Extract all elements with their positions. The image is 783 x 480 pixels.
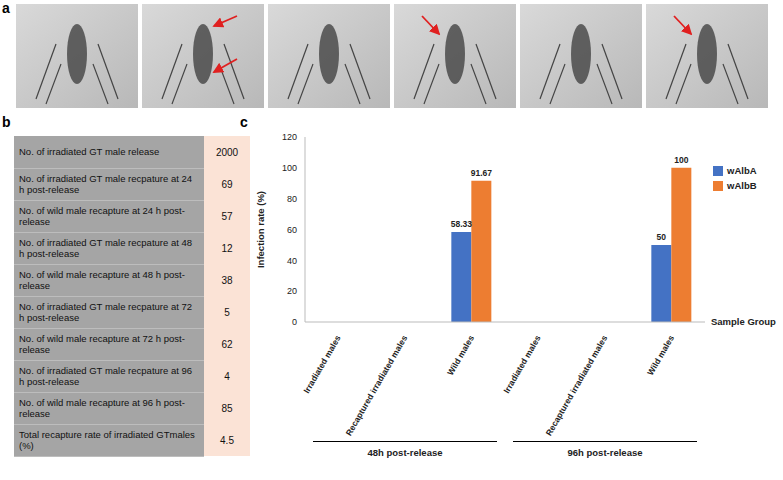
svg-text:100: 100 (674, 155, 688, 165)
html-text:No. of irradiated GT male recp: No. of irradiated GT male recpature at 2… (19, 173, 192, 195)
svg-text:91.67: 91.67 (471, 168, 493, 178)
html-text:85: 85 (221, 402, 233, 414)
svg-text:60: 60 (287, 225, 297, 235)
svg-text:80: 80 (287, 194, 297, 204)
html-text:c: c (240, 114, 248, 130)
html-text:38: 38 (221, 274, 233, 286)
html-text:No. of wild male recapture at: No. of wild male recapture at 48 h post-… (19, 269, 185, 291)
html-text:4: 4 (224, 370, 230, 382)
html-text:Total recapture rate of irradi: Total recapture rate of irradiated GTmal… (19, 429, 195, 451)
svg-text:Irradiated males: Irradiated males (301, 333, 342, 395)
html-text:Sample Group: Sample Group (711, 316, 776, 327)
svg-text:20: 20 (287, 286, 297, 296)
svg-text:Irradiated males: Irradiated males (501, 333, 542, 395)
svg-text:50: 50 (657, 232, 667, 242)
html-text:5: 5 (224, 306, 230, 318)
html-text:No. of irradiated GT male recp: No. of irradiated GT male recpature at 4… (19, 237, 192, 259)
svg-text:Recaptured irradiated males: Recaptured irradiated males (344, 333, 410, 437)
html-text:wAlbA: wAlbA (727, 165, 757, 176)
html-text:96h post-release: 96h post-release (567, 447, 643, 458)
html-text:No. of irradiated GT male recp: No. of irradiated GT male recpature at 9… (19, 365, 192, 387)
html-text:b: b (2, 114, 11, 130)
html-text:4.5: 4.5 (220, 434, 234, 446)
html-text:a: a (2, 0, 10, 16)
html-text:No. of wild male recapture at: No. of wild male recapture at 72 h post-… (19, 333, 185, 355)
html-text:2000: 2000 (215, 146, 239, 158)
svg-text:Wild males: Wild males (445, 333, 476, 377)
svg-text:0: 0 (292, 317, 297, 327)
html-text:wAlbB: wAlbB (727, 180, 757, 191)
html-text:No. of irradiated GT male rele: No. of irradiated GT male release (19, 146, 160, 158)
svg-text:40: 40 (287, 256, 297, 266)
svg-text:120: 120 (282, 132, 297, 142)
html-text:69: 69 (221, 178, 233, 190)
html-text:48h post-release: 48h post-release (367, 447, 443, 458)
html-text:No. of irradiated GT male recp: No. of irradiated GT male recpature at 7… (19, 301, 192, 323)
svg-text:58.33: 58.33 (451, 219, 473, 229)
svg-text:Infection rate (%): Infection rate (%) (255, 191, 266, 268)
svg-text:Wild males: Wild males (645, 333, 676, 377)
html-text:12: 12 (221, 242, 233, 254)
html-text:57: 57 (221, 210, 233, 222)
svg-text:100: 100 (282, 163, 297, 173)
html-text:62: 62 (221, 338, 233, 350)
svg-text:Recaptured irradiated males: Recaptured irradiated males (544, 333, 610, 437)
html-text:No. of wild male recapture at: No. of wild male recapture at 96 h post-… (19, 397, 185, 419)
html-text:No. of wild male recapture at: No. of wild male recapture at 24 h post-… (19, 205, 185, 227)
